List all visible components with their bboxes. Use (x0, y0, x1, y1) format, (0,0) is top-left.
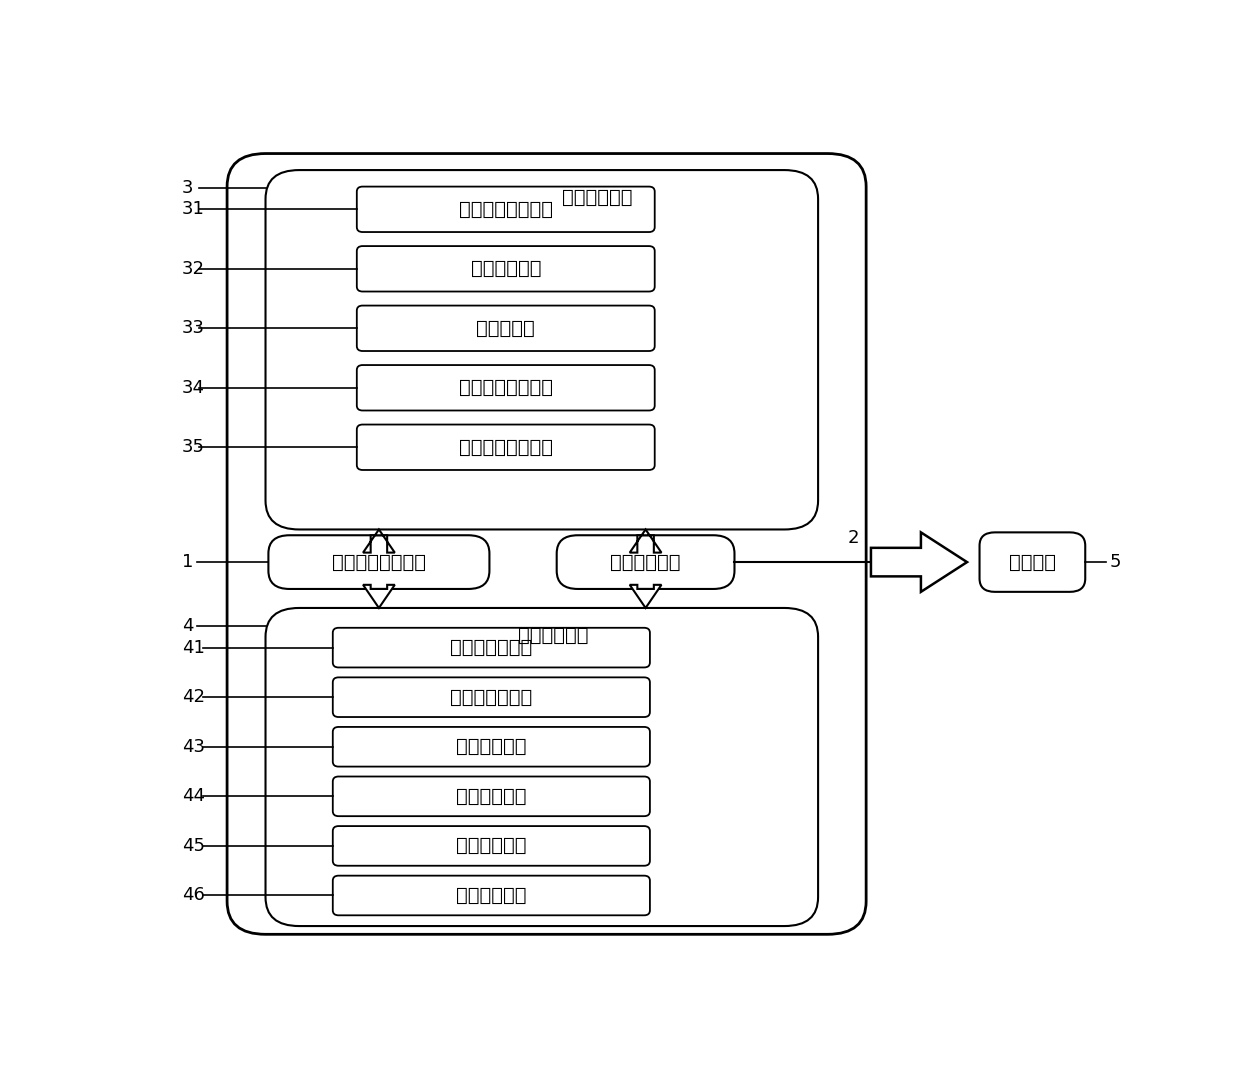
FancyBboxPatch shape (265, 608, 818, 926)
Text: 动作图像数据库: 动作图像数据库 (450, 688, 532, 707)
Text: 31: 31 (182, 201, 205, 218)
Text: 5: 5 (1110, 553, 1121, 571)
FancyBboxPatch shape (357, 246, 655, 292)
Text: 43: 43 (182, 738, 205, 755)
Text: 45: 45 (182, 837, 205, 855)
Text: 42: 42 (182, 688, 205, 706)
Text: 考题自动确认模块: 考题自动确认模块 (459, 438, 553, 457)
Text: 考试监控模块: 考试监控模块 (517, 627, 588, 645)
FancyBboxPatch shape (227, 153, 866, 935)
Text: 考题数据库: 考题数据库 (476, 319, 536, 338)
FancyBboxPatch shape (557, 535, 734, 589)
Text: 显示终端: 显示终端 (1009, 553, 1056, 572)
Text: 32: 32 (182, 260, 205, 278)
Text: 46: 46 (182, 886, 205, 905)
FancyBboxPatch shape (265, 171, 818, 529)
Text: 动作匹配模块: 动作匹配模块 (456, 837, 527, 855)
Polygon shape (363, 529, 394, 553)
FancyBboxPatch shape (357, 365, 655, 411)
FancyBboxPatch shape (332, 826, 650, 866)
FancyBboxPatch shape (332, 677, 650, 717)
FancyBboxPatch shape (332, 777, 650, 817)
Text: 监控分析模块: 监控分析模块 (456, 886, 527, 905)
FancyBboxPatch shape (980, 532, 1085, 592)
Polygon shape (870, 532, 967, 592)
Text: 2: 2 (848, 529, 859, 547)
Text: 人脸匹配模块: 人脸匹配模块 (456, 787, 527, 806)
Text: 图像采集模块: 图像采集模块 (610, 553, 681, 572)
Text: 考题人工确认模块: 考题人工确认模块 (459, 379, 553, 397)
FancyBboxPatch shape (332, 876, 650, 915)
Text: 44: 44 (182, 788, 205, 806)
FancyBboxPatch shape (357, 187, 655, 232)
Text: 4: 4 (182, 617, 193, 635)
Text: 身份信息采集模块: 身份信息采集模块 (332, 553, 425, 572)
FancyBboxPatch shape (332, 628, 650, 667)
Text: 1: 1 (182, 553, 193, 571)
Polygon shape (630, 585, 661, 608)
Text: 人脸图像数据库: 人脸图像数据库 (450, 638, 532, 657)
FancyBboxPatch shape (357, 306, 655, 351)
Text: 35: 35 (182, 438, 205, 456)
Text: 图像分割模块: 图像分割模块 (456, 737, 527, 756)
Text: 考题生成模块: 考题生成模块 (470, 260, 541, 278)
Polygon shape (363, 585, 394, 608)
Text: 34: 34 (182, 379, 205, 397)
Text: 33: 33 (182, 320, 205, 337)
Text: 考题推送模块: 考题推送模块 (562, 188, 632, 207)
Polygon shape (630, 529, 661, 553)
FancyBboxPatch shape (332, 726, 650, 766)
Text: 41: 41 (182, 638, 205, 657)
Text: 考生身份确认模块: 考生身份确认模块 (459, 200, 553, 219)
Text: 3: 3 (182, 179, 193, 197)
FancyBboxPatch shape (268, 535, 490, 589)
FancyBboxPatch shape (357, 425, 655, 470)
